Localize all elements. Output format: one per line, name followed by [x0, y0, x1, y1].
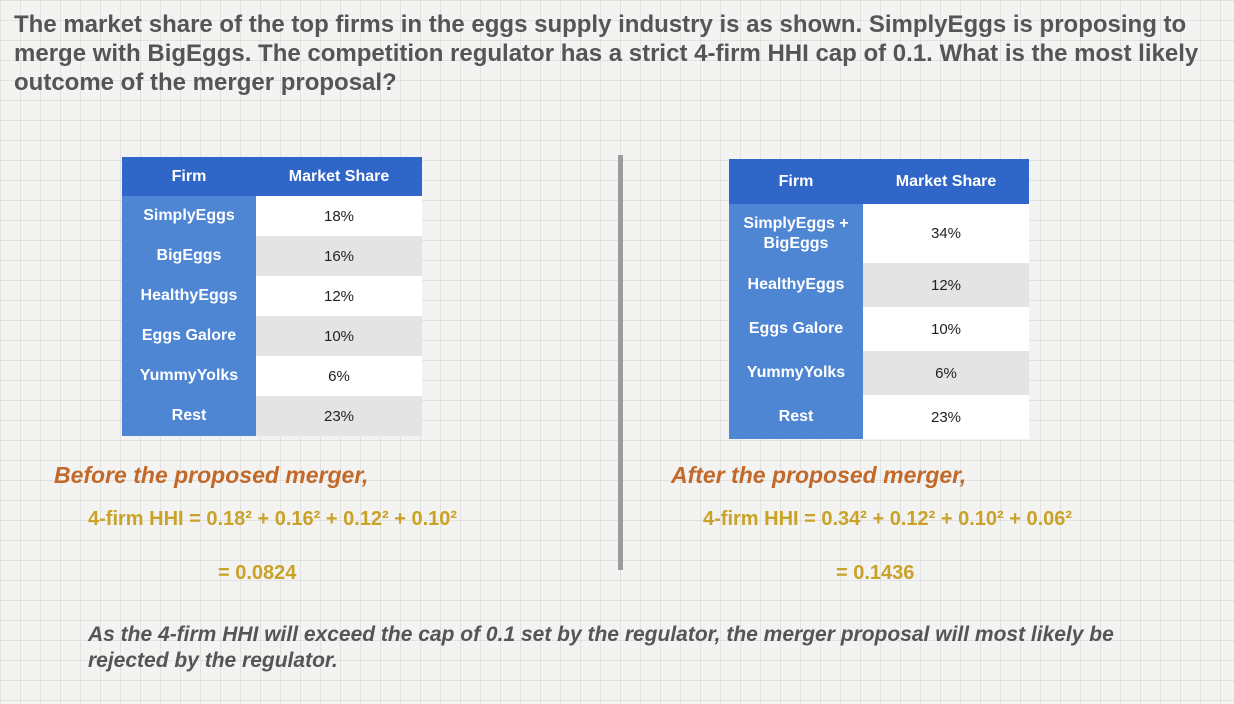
- table-header-row: Firm Market Share: [729, 159, 1029, 204]
- table-header-row: Firm Market Share: [122, 157, 422, 196]
- firm-name: Rest: [729, 395, 863, 439]
- after-hhi-formula: 4-firm HHI = 0.34² + 0.12² + 0.10² + 0.0…: [703, 508, 1073, 530]
- table-row: SimplyEggs 18%: [122, 196, 422, 236]
- market-share-value: 12%: [256, 276, 422, 316]
- firm-name: YummyYolks: [729, 351, 863, 395]
- table-row: Rest 23%: [729, 395, 1029, 439]
- header-firm: Firm: [122, 157, 256, 196]
- market-share-table-after: Firm Market Share SimplyEggs + BigEggs 3…: [729, 159, 1029, 439]
- table-row: Eggs Galore 10%: [729, 307, 1029, 351]
- table-row: Eggs Galore 10%: [122, 316, 422, 356]
- table-row: YummyYolks 6%: [122, 356, 422, 396]
- market-share-value: 6%: [863, 351, 1029, 395]
- after-merger-heading: After the proposed merger,: [671, 462, 967, 488]
- firm-name: YummyYolks: [122, 356, 256, 396]
- table-row: Rest 23%: [122, 396, 422, 436]
- header-firm: Firm: [729, 159, 863, 204]
- conclusion-text: As the 4-firm HHI will exceed the cap of…: [88, 623, 1114, 672]
- table-row: SimplyEggs + BigEggs 34%: [729, 204, 1029, 263]
- before-hhi-formula: 4-firm HHI = 0.18² + 0.16² + 0.12² + 0.1…: [88, 508, 458, 530]
- table-row: BigEggs 16%: [122, 236, 422, 276]
- firm-name: SimplyEggs + BigEggs: [729, 204, 863, 263]
- market-share-value: 34%: [863, 204, 1029, 263]
- market-share-value: 10%: [863, 307, 1029, 351]
- table-row: HealthyEggs 12%: [729, 263, 1029, 307]
- firm-name: Eggs Galore: [122, 316, 256, 356]
- header-market-share: Market Share: [256, 157, 422, 196]
- table-row: YummyYolks 6%: [729, 351, 1029, 395]
- firm-name: HealthyEggs: [122, 276, 256, 316]
- market-share-value: 18%: [256, 196, 422, 236]
- market-share-table-before: Firm Market Share SimplyEggs 18% BigEggs…: [122, 157, 422, 436]
- vertical-divider: [618, 155, 623, 570]
- firm-name: SimplyEggs: [122, 196, 256, 236]
- before-merger-heading: Before the proposed merger,: [54, 462, 369, 488]
- firm-name: Rest: [122, 396, 256, 436]
- market-share-value: 23%: [863, 395, 1029, 439]
- before-hhi-result: = 0.0824: [218, 562, 297, 584]
- after-hhi-result: = 0.1436: [836, 562, 915, 584]
- market-share-value: 10%: [256, 316, 422, 356]
- market-share-value: 12%: [863, 263, 1029, 307]
- market-share-value: 6%: [256, 356, 422, 396]
- market-share-value: 16%: [256, 236, 422, 276]
- table-row: HealthyEggs 12%: [122, 276, 422, 316]
- question-text: The market share of the top firms in the…: [14, 11, 1199, 96]
- firm-name: HealthyEggs: [729, 263, 863, 307]
- market-share-value: 23%: [256, 396, 422, 436]
- firm-name: Eggs Galore: [729, 307, 863, 351]
- firm-name: BigEggs: [122, 236, 256, 276]
- header-market-share: Market Share: [863, 159, 1029, 204]
